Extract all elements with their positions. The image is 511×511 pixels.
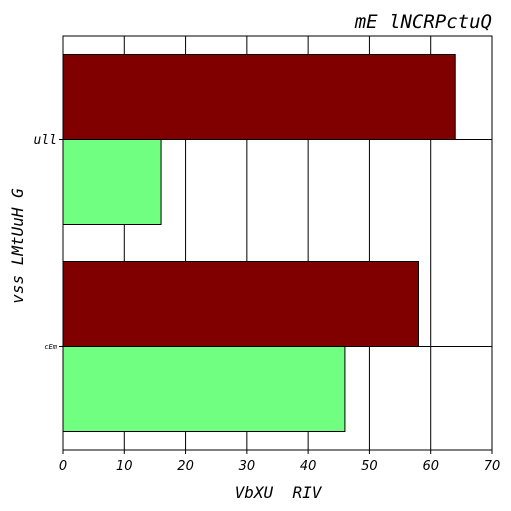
- x-axis-label: VbXU RIV: [235, 483, 323, 502]
- x-tick-label: 60: [422, 459, 439, 474]
- x-tick-label: 20: [177, 459, 194, 474]
- plot-frame: [62, 35, 493, 451]
- y-axis-label: vss LMtUuH G: [8, 188, 27, 304]
- x-tick-label: 30: [239, 459, 256, 474]
- x-tick-label: 0: [59, 459, 67, 474]
- x-tick-label: 50: [361, 459, 378, 474]
- bars: [62, 54, 456, 432]
- category-label: cEm: [44, 343, 57, 351]
- category-label: ull: [34, 133, 57, 148]
- bar-cEm-series-1: [62, 261, 419, 347]
- bar-ull-series-1: [62, 54, 456, 140]
- x-tick-label: 10: [116, 459, 133, 474]
- bar-cEm-series-2: [62, 346, 346, 432]
- x-axis-ticks: 0 10 20 30 40 50 60 70: [59, 450, 500, 474]
- bar-ull-series-2: [62, 139, 162, 225]
- y-axis-categories: ull cEm: [34, 133, 63, 351]
- chart-title: mE lNCRPctuQ: [354, 11, 492, 33]
- x-tick-label: 70: [484, 459, 501, 474]
- x-tick-label: 40: [300, 459, 317, 474]
